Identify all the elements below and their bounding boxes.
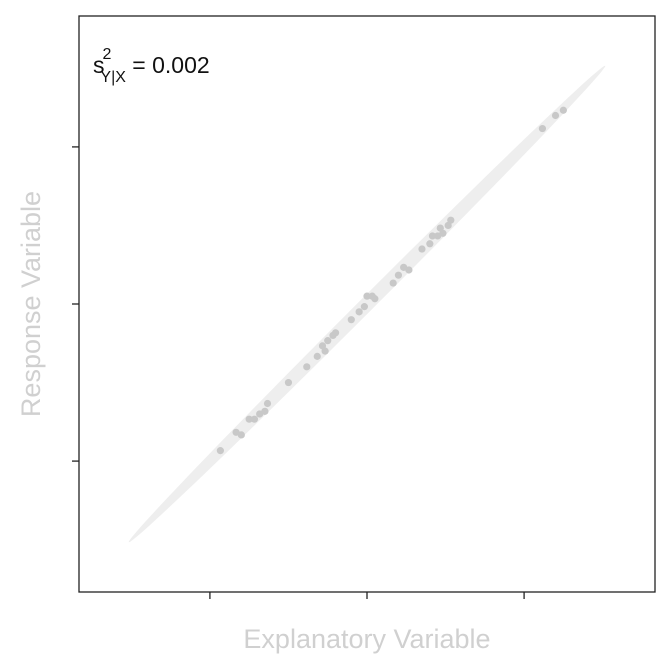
data-point xyxy=(324,337,332,345)
data-point xyxy=(284,378,293,387)
annotation-superscript: 2 xyxy=(103,46,112,63)
axes-layer xyxy=(72,15,656,599)
data-point xyxy=(389,279,397,287)
data-point xyxy=(371,295,379,303)
data-point xyxy=(405,266,413,274)
data-point xyxy=(447,216,455,224)
data-point xyxy=(216,447,224,455)
data-point xyxy=(551,111,560,120)
data-point xyxy=(263,399,272,408)
x-axis-title: Explanatory Variable xyxy=(243,624,490,654)
data-point xyxy=(355,308,363,316)
data-point xyxy=(559,106,567,114)
data-point xyxy=(313,352,321,360)
data-point xyxy=(418,245,426,253)
fit-annotation: s2 Y|X = 0.002 xyxy=(93,46,210,86)
data-point xyxy=(347,316,355,324)
data-point xyxy=(394,271,403,279)
data-point xyxy=(428,232,437,240)
data-point xyxy=(237,431,245,439)
confidence-band-layer xyxy=(128,65,606,543)
y-axis-title: Response Variable xyxy=(16,191,46,417)
data-point xyxy=(303,363,311,371)
annotation-subscript: Y|X xyxy=(100,69,126,86)
annotation-value: = 0.002 xyxy=(126,52,210,78)
data-point xyxy=(439,229,447,237)
data-point xyxy=(363,292,371,300)
data-points-layer xyxy=(216,106,567,455)
data-point xyxy=(261,407,269,415)
data-point xyxy=(245,415,253,423)
annotation-base: s xyxy=(93,52,105,78)
data-point xyxy=(321,347,329,355)
confidence-band xyxy=(128,65,606,543)
data-point xyxy=(538,124,547,133)
data-point xyxy=(426,240,434,248)
data-point xyxy=(331,329,340,337)
data-point xyxy=(250,415,259,423)
data-point xyxy=(360,303,368,311)
